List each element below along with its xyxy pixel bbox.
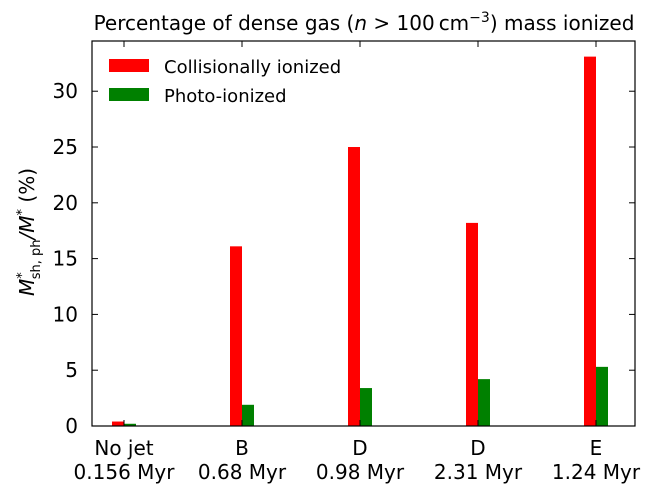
bar-collisional-4 bbox=[584, 56, 596, 426]
bar-collisional-3 bbox=[466, 222, 478, 426]
ytick-label-0: 0 bbox=[65, 414, 78, 438]
bar-photo-2 bbox=[360, 388, 372, 426]
bar-collisional-0 bbox=[112, 421, 124, 426]
x-tick-labels: No jet 0.156 Myr B 0.68 Myr D 0.98 Myr D 2.31 M… bbox=[74, 436, 641, 484]
bars bbox=[112, 56, 608, 426]
xtick-label-4: E 1.24 Myr bbox=[552, 436, 641, 484]
legend-label-collisional: Collisionally ionized bbox=[164, 57, 341, 78]
y-axis-label: M*sh, ph/M* (%) bbox=[15, 168, 44, 296]
bar-photo-1 bbox=[242, 404, 254, 426]
chart-title: Percentage of dense gas (n > 100 cm−3) m… bbox=[94, 10, 635, 35]
xtick-label-2: D 0.98 Myr bbox=[316, 436, 405, 484]
bar-photo-4 bbox=[596, 366, 608, 426]
plot-frame bbox=[91, 40, 636, 427]
ytick-label-15: 15 bbox=[53, 247, 78, 271]
bar-photo-0 bbox=[124, 423, 136, 426]
ytick-label-5: 5 bbox=[65, 358, 78, 382]
ytick-label-20: 20 bbox=[53, 191, 78, 215]
ytick-label-30: 30 bbox=[53, 79, 78, 103]
xtick-label-0: No jet 0.156 Myr bbox=[74, 436, 176, 484]
legend-swatch-collisional bbox=[109, 59, 149, 72]
ytick-label-25: 25 bbox=[53, 135, 78, 159]
svg-text:M*sh, ph/M* (%): M*sh, ph/M* (%) bbox=[15, 168, 44, 296]
ytick-label-10: 10 bbox=[53, 302, 78, 326]
bar-collisional-2 bbox=[348, 147, 360, 426]
xtick-label-3: D 2.31 Myr bbox=[434, 436, 523, 484]
ticks: 0 5 10 15 20 25 30 bbox=[53, 41, 635, 438]
legend-swatch-photo bbox=[109, 88, 149, 101]
bar-photo-3 bbox=[478, 379, 490, 426]
legend-label-photo: Photo-ionized bbox=[164, 86, 287, 107]
bar-collisional-1 bbox=[230, 246, 242, 426]
xtick-label-1: B 0.68 Myr bbox=[198, 436, 287, 484]
legend: Collisionally ionized Photo-ionized bbox=[109, 57, 341, 107]
